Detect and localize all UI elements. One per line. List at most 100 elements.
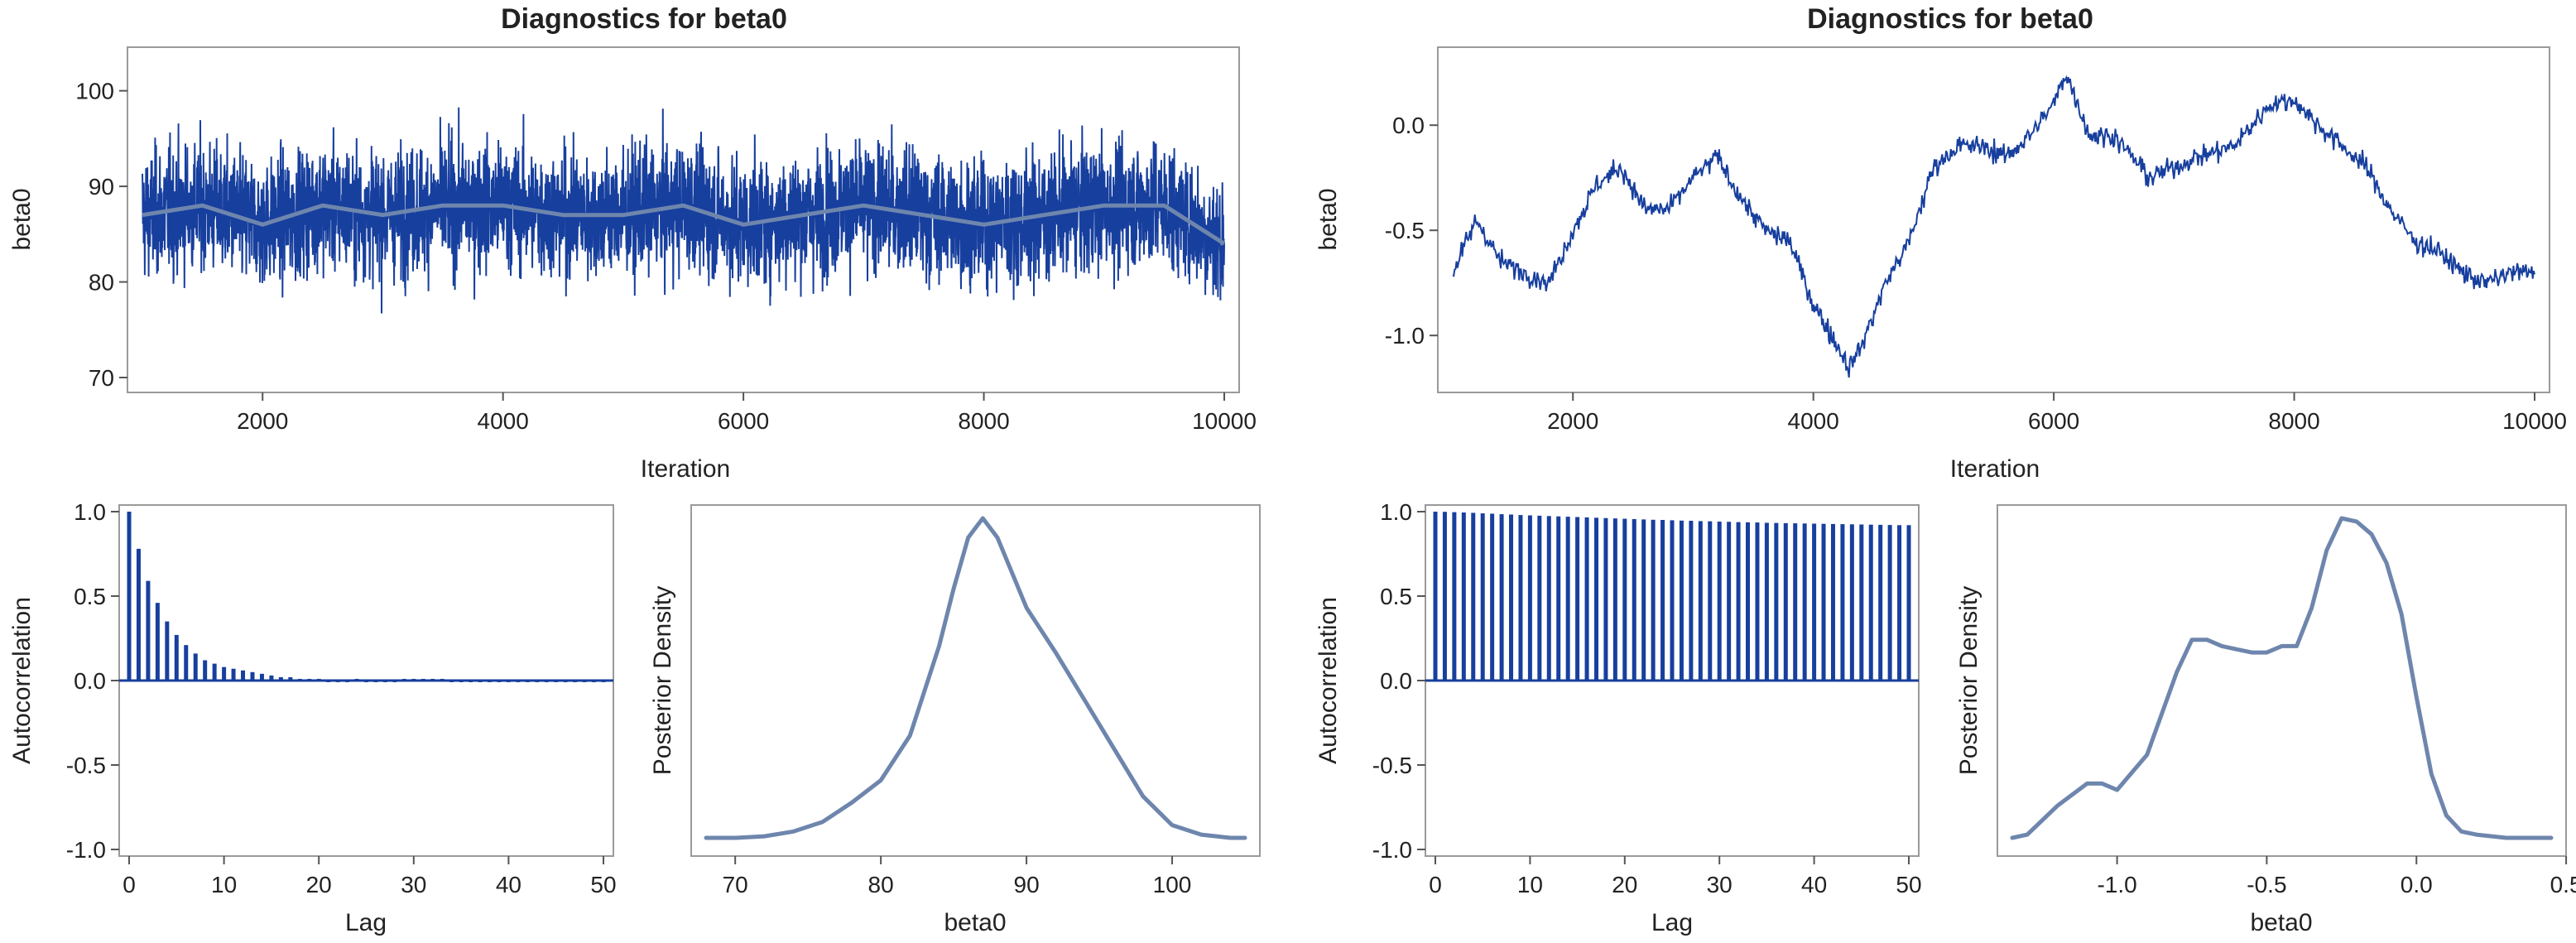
x-tick-label: 30 <box>401 872 426 897</box>
y-axis-label: Autocorrelation <box>1314 597 1342 764</box>
density-plot-frame <box>1997 504 2567 857</box>
trace-marks <box>142 107 1226 314</box>
acf-marks <box>1425 512 1919 682</box>
y-tick-label: 1.0 <box>1380 499 1412 525</box>
autocorrelation-plot: 0 10 20 30 40 50 -1.0 -0.5 0.0 0.5 1.0 Lag Autoco… <box>8 499 617 936</box>
y-tick-labels: -1.0 -0.5 0.0 0.5 1.0 <box>66 499 119 863</box>
acf-bar <box>1727 522 1732 681</box>
x-tick-label: 0.0 <box>2401 872 2433 897</box>
acf-bar <box>1887 525 1892 681</box>
x-tick-label: 100 <box>1153 872 1192 897</box>
y-tick-label: -1.0 <box>1372 837 1412 863</box>
x-tick-label: 10 <box>1517 872 1543 897</box>
acf-bar <box>1764 522 1769 681</box>
x-tick-label: 2000 <box>237 408 288 434</box>
acf-bar <box>1556 516 1561 681</box>
acf-bar <box>174 634 179 681</box>
y-axis-label: beta0 <box>1314 188 1342 250</box>
x-tick-labels: 0 10 20 30 40 50 <box>1429 856 1922 897</box>
x-tick-label: 4000 <box>478 408 529 434</box>
acf-bar <box>269 675 274 681</box>
y-tick-label: 0.5 <box>74 584 106 609</box>
panel-title: Diagnostics for beta0 <box>1807 3 2093 35</box>
x-tick-labels: 2000 4000 6000 8000 10000 <box>237 392 1257 434</box>
trace-plot-frame <box>1437 46 2550 393</box>
x-axis-label: Lag <box>1651 909 1693 936</box>
x-tick-label: 30 <box>1707 872 1733 897</box>
x-tick-label: 80 <box>868 872 894 897</box>
acf-bar <box>1840 524 1845 681</box>
acf-bar <box>127 512 132 681</box>
panel-right: Diagnostics for beta0 2000 4000 6000 8000 10… <box>1314 3 2576 936</box>
x-tick-label: -0.5 <box>2247 872 2286 897</box>
y-axis-label: beta0 <box>8 188 36 250</box>
x-tick-labels: 70 80 90 100 <box>723 856 1192 897</box>
acf-bar <box>1736 522 1741 681</box>
y-axis-label: Posterior Density <box>649 586 676 775</box>
acf-bar <box>1802 523 1807 681</box>
x-tick-label: 10000 <box>2502 408 2567 434</box>
acf-bar <box>241 670 246 681</box>
acf-bar <box>184 645 189 681</box>
acf-bar <box>1821 523 1826 681</box>
acf-bar <box>1849 524 1854 681</box>
acf-bar <box>1622 518 1627 681</box>
acf-bar <box>1461 512 1466 681</box>
acf-bar <box>1708 521 1713 681</box>
acf-bar <box>1812 523 1817 681</box>
acf-bar <box>212 663 217 681</box>
x-tick-label: 20 <box>1612 872 1637 897</box>
x-tick-labels: -1.0 -0.5 0.0 0.5 <box>2097 856 2576 897</box>
x-tick-label: 6000 <box>718 408 769 434</box>
acf-bar <box>278 676 283 681</box>
x-axis-label: beta0 <box>944 909 1006 936</box>
x-tick-label: 50 <box>590 872 616 897</box>
density-plot-frame <box>690 504 1261 857</box>
acf-bar <box>1641 519 1646 681</box>
acf-bar <box>155 603 160 681</box>
y-tick-label: 1.0 <box>74 499 106 525</box>
y-tick-labels: 70 80 90 100 <box>75 79 127 391</box>
acf-bar <box>1859 524 1864 681</box>
acf-bar <box>1603 517 1608 681</box>
x-tick-label: 0.5 <box>2550 872 2576 897</box>
x-tick-label: 20 <box>306 872 332 897</box>
x-tick-label: -1.0 <box>2097 872 2136 897</box>
x-tick-label: 70 <box>723 872 748 897</box>
y-tick-label: -0.5 <box>1385 218 1425 243</box>
acf-bar <box>1689 521 1694 681</box>
acf-bar <box>1660 519 1665 681</box>
acf-bar <box>136 548 141 681</box>
trace-marks <box>1452 75 2535 378</box>
acf-bar <box>1774 522 1779 681</box>
x-axis-label: beta0 <box>2250 909 2312 936</box>
acf-bar <box>1509 514 1514 681</box>
acf-bar <box>222 666 227 681</box>
acf-bar <box>1755 522 1760 681</box>
acf-bar <box>1527 515 1532 681</box>
acf-bar <box>1575 517 1580 681</box>
posterior-density-plot: -1.0 -0.5 0.0 0.5 beta0 Posterior Density <box>1955 504 2576 936</box>
panel-title: Diagnostics for beta0 <box>501 3 787 35</box>
density-marks <box>2010 516 2554 840</box>
y-tick-label: 0.0 <box>74 668 106 694</box>
acf-bar <box>1632 518 1636 681</box>
y-tick-label: 100 <box>75 79 114 104</box>
acf-bar <box>1433 512 1438 681</box>
y-tick-label: -0.5 <box>1372 753 1412 778</box>
smoothed-mean-line <box>142 203 1226 246</box>
acf-bar <box>1868 524 1873 681</box>
acf-bar <box>1612 518 1617 681</box>
x-tick-label: 50 <box>1896 872 1921 897</box>
x-tick-label: 8000 <box>958 408 1009 434</box>
panel-left: Diagnostics for beta0 2000 4000 6000 8000 10… <box>8 3 1261 936</box>
acf-bar <box>146 580 151 681</box>
acf-bar <box>165 621 170 681</box>
y-tick-label: 70 <box>89 365 114 391</box>
acf-bar <box>1897 525 1902 681</box>
y-axis-label: Posterior Density <box>1955 586 1982 775</box>
acf-bar <box>193 653 198 681</box>
x-tick-label: 0 <box>123 872 136 897</box>
x-tick-label: 0 <box>1429 872 1442 897</box>
